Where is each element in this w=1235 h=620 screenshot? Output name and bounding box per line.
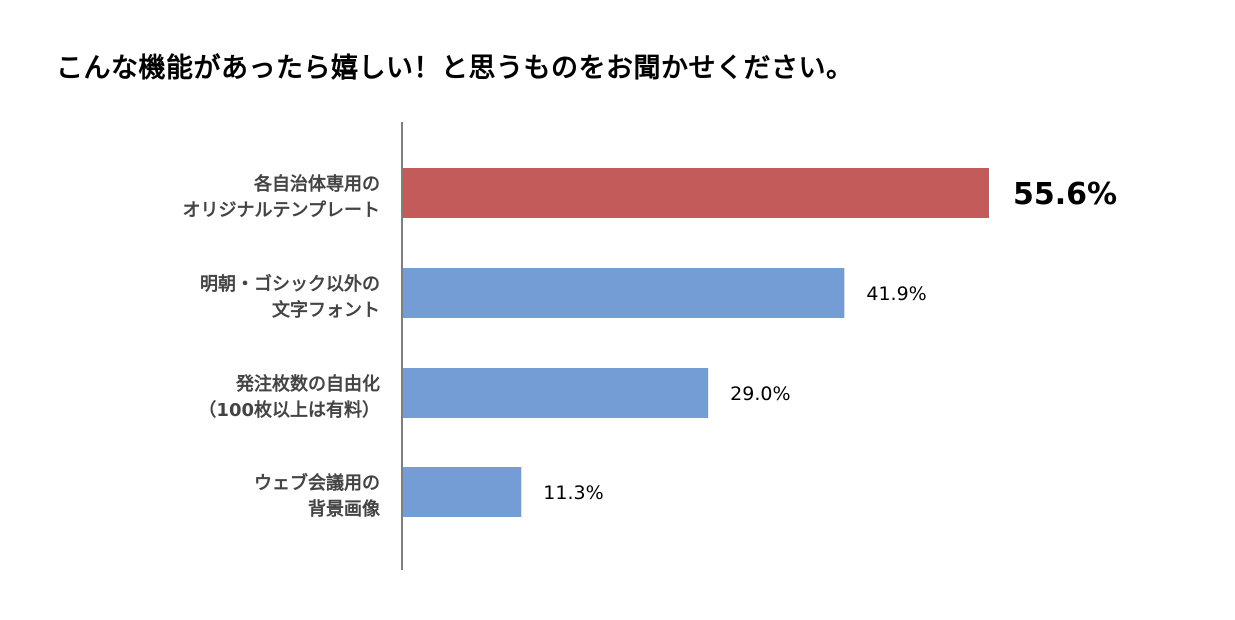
category-label-1: 各自治体専用のオリジナルテンプレート [183,173,380,221]
category-label-2: 明朝・ゴシック以外の文字フォント [200,273,380,321]
category-label-line: 背景画像 [308,498,381,520]
category-label-line: 明朝・ゴシック以外の [200,273,380,295]
value-label-2: 41.9% [866,283,926,305]
category-label-line: （100枚以上は有料） [198,399,380,421]
value-label-4: 11.3% [543,482,603,504]
chart-title: こんな機能があったら嬉しい！と思うものをお聞かせください。 [56,53,854,84]
category-label-line: オリジナルテンプレート [183,199,380,221]
category-label-line: 文字フォント [272,299,380,321]
category-label-4: ウェブ会議用の背景画像 [254,472,381,520]
value-label-3: 29.0% [730,383,790,405]
value-label-1: 55.6% [1013,177,1117,212]
bar-1 [402,168,989,218]
category-label-3: 発注枚数の自由化 （100枚以上は有料） [198,373,380,421]
category-label-line: 発注枚数の自由化 [235,373,380,395]
category-label-line: 各自治体専用の [253,173,380,195]
bar-2 [402,268,845,318]
bar-4 [402,467,522,517]
bar-3 [402,368,709,418]
category-label-line: ウェブ会議用の [254,472,380,494]
